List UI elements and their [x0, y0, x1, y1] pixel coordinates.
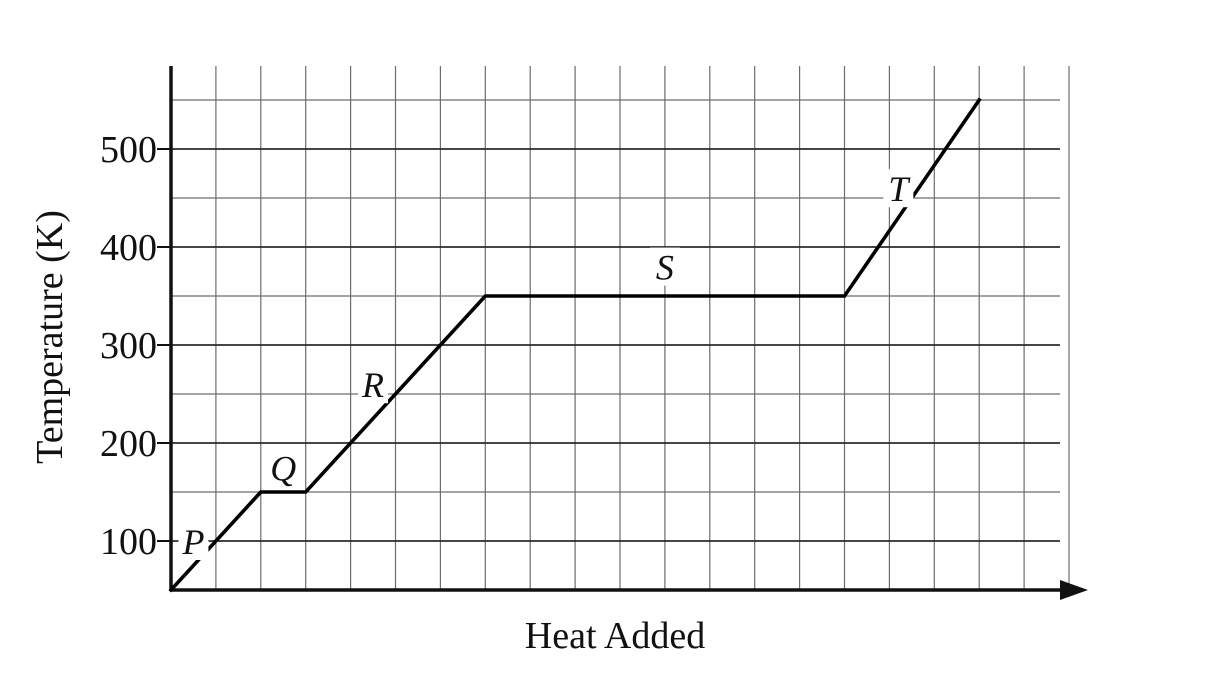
y-tick-label: 400: [100, 227, 157, 269]
y-tick-label: 200: [100, 423, 157, 465]
segment-label-text: S: [656, 248, 674, 288]
segment-label-text: P: [181, 522, 204, 562]
segment-label-background: [178, 522, 209, 560]
segment-label-background: [883, 169, 914, 208]
axes: [169, 66, 1088, 600]
grid: [171, 66, 1070, 590]
y-tick-label: 300: [100, 325, 157, 367]
segment-label-s: S: [649, 247, 680, 288]
y-tick-labels: 100 200 300 400 500: [100, 129, 171, 563]
segment-label-r: R: [358, 365, 389, 405]
segment-label-text: R: [361, 365, 384, 405]
segment-label-q: Q: [268, 448, 299, 489]
y-axis-label: Temperature (K): [29, 210, 71, 464]
segment-label-text: Q: [270, 449, 296, 489]
segment-labels: P Q R S T: [178, 169, 914, 562]
x-axis-label: Heat Added: [525, 615, 705, 657]
heating-curve-line: [168, 97, 982, 593]
curve-layer: [168, 97, 982, 593]
segment-label-t: T: [883, 169, 914, 209]
segment-label-p: P: [178, 522, 209, 562]
segment-label-background: [268, 448, 299, 487]
segment-label-text: T: [888, 169, 911, 209]
y-tick-label: 100: [100, 521, 157, 563]
x-axis-arrowhead: [1060, 580, 1088, 600]
segment-label-background: [358, 365, 389, 404]
y-tick-label: 500: [100, 129, 157, 171]
segment-label-background: [649, 247, 680, 286]
